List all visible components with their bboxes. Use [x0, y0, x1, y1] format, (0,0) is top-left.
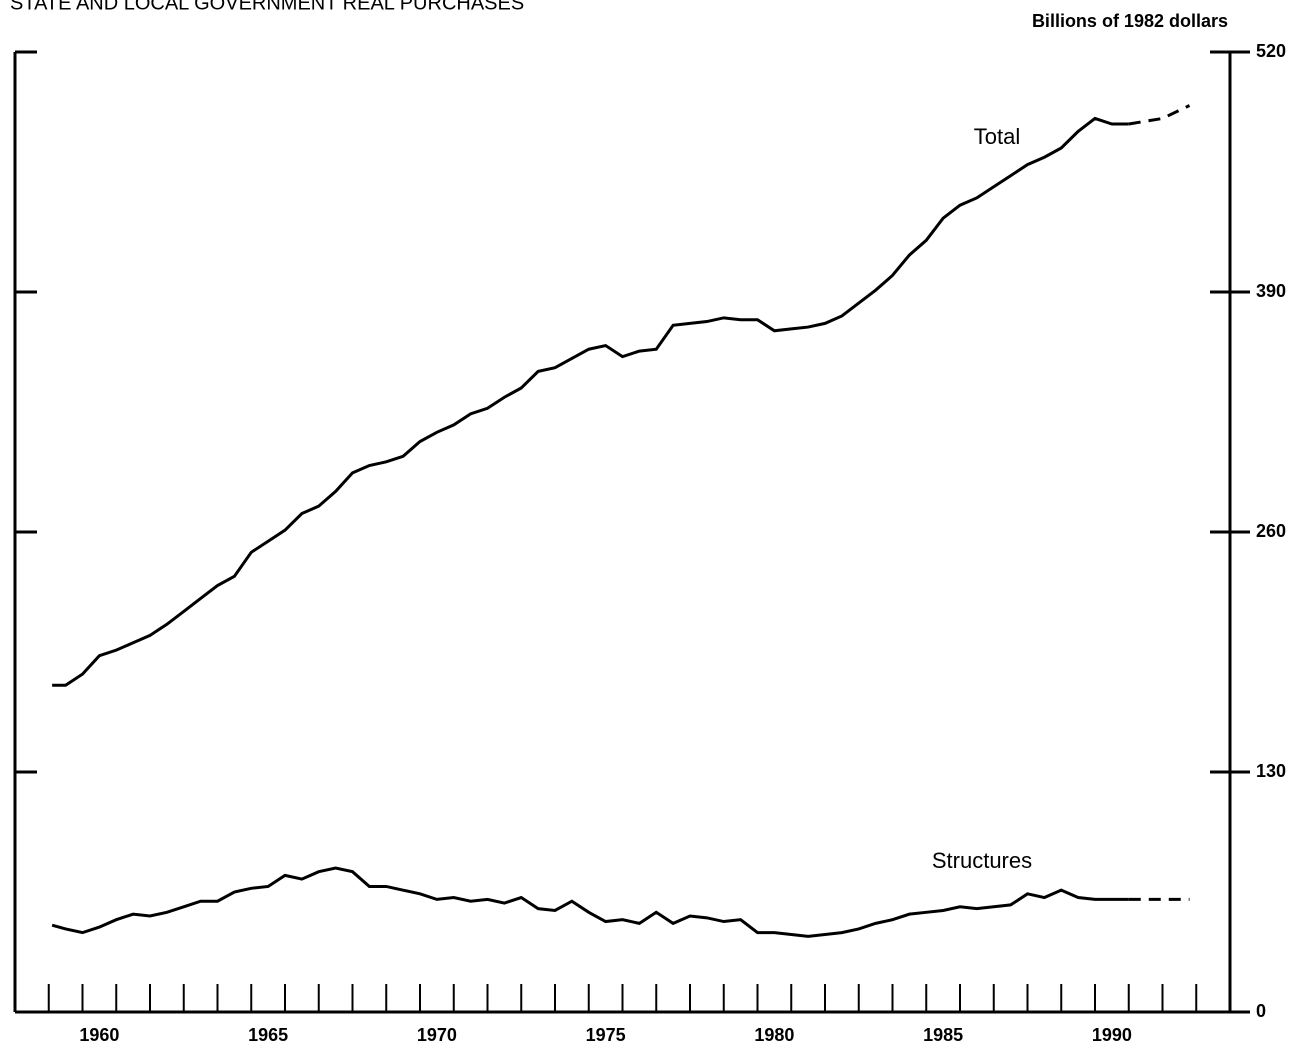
y-tick-label: 520	[1256, 41, 1286, 61]
x-tick-label: 1985	[923, 1025, 963, 1045]
x-tick-label: 1990	[1092, 1025, 1132, 1045]
y-tick-label: 0	[1256, 1001, 1266, 1021]
y-axis-label: Billions of 1982 dollars	[1032, 11, 1228, 31]
projection-line	[1128, 104, 1191, 126]
y-tick-label: 130	[1256, 761, 1286, 781]
x-tick-label: 1965	[248, 1025, 288, 1045]
x-tick-label: 1975	[586, 1025, 626, 1045]
series-line	[51, 866, 1129, 938]
y-tick-label: 260	[1256, 521, 1286, 541]
x-tick-label: 1960	[79, 1025, 119, 1045]
series-label: Structures	[932, 848, 1032, 873]
y-tick-label: 390	[1256, 281, 1286, 301]
series-label: Total	[974, 124, 1020, 149]
chart-title: STATE AND LOCAL GOVERNMENT REAL PURCHASE…	[10, 0, 524, 14]
x-tick-label: 1970	[417, 1025, 457, 1045]
x-tick-label: 1980	[754, 1025, 794, 1045]
series-line	[52, 116, 1129, 687]
